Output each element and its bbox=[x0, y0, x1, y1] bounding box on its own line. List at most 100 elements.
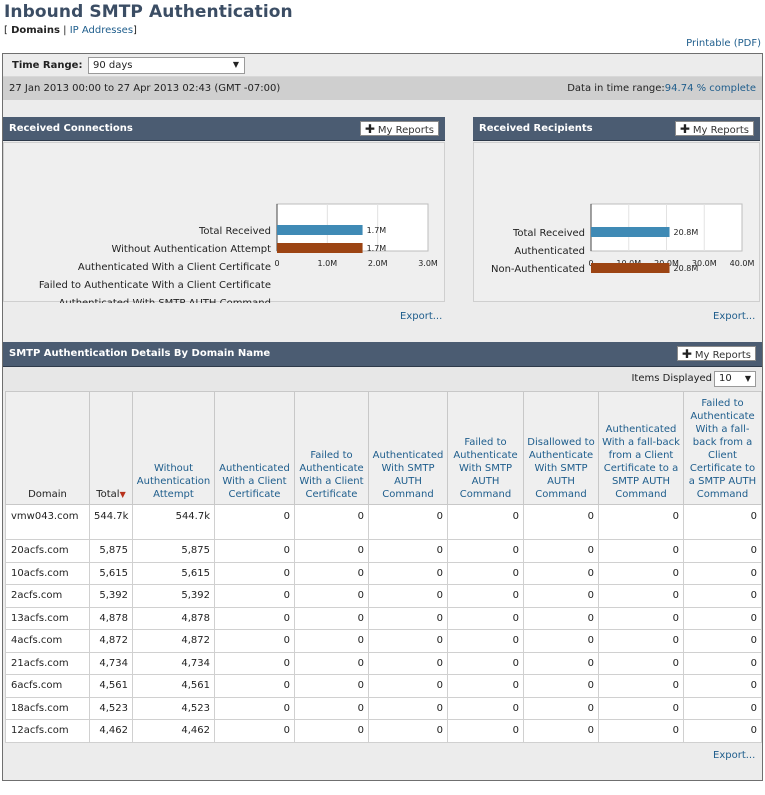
value-cell: 0 bbox=[683, 504, 762, 540]
column-header[interactable]: Authenticated With a fall-back from a Cl… bbox=[598, 391, 684, 505]
column-header[interactable]: Failed to Authenticate With SMTP AUTH Co… bbox=[447, 391, 524, 505]
my-reports-button[interactable]: ✚ My Reports bbox=[676, 346, 756, 361]
value-cell: 0 bbox=[523, 561, 599, 585]
value-cell: 0 bbox=[598, 561, 684, 585]
column-header[interactable]: Total▼ bbox=[89, 391, 133, 505]
value-cell: 0 bbox=[523, 504, 599, 540]
value-cell: 0 bbox=[294, 504, 369, 540]
column-header[interactable]: Failed to Authenticate With a fall-back … bbox=[683, 391, 762, 505]
sort-desc-icon: ▼ bbox=[119, 490, 126, 499]
value-cell: 4,734 bbox=[89, 651, 133, 675]
value-cell: 0 bbox=[523, 629, 599, 653]
bar bbox=[591, 227, 670, 237]
category-label: Without Authentication Attempt bbox=[111, 244, 271, 255]
value-cell: 0 bbox=[523, 606, 599, 630]
table-row: 18acfs.com 4,523 4,523 0 0 0 0 0 0 0 bbox=[5, 696, 762, 720]
received-recipients-header: Received Recipients ✚ My Reports bbox=[473, 117, 760, 141]
my-reports-button[interactable]: ✚ My Reports bbox=[674, 121, 754, 136]
details-table-body: vmw043.com 544.7k 544.7k 0 0 0 0 0 0 0 20acfs.com 5… bbox=[5, 504, 762, 743]
category-label: Total Received bbox=[198, 226, 271, 237]
date-range-row: 27 Jan 2013 00:00 to 27 Apr 2013 02:43 (… bbox=[3, 77, 762, 100]
table-row: 21acfs.com 4,734 4,734 0 0 0 0 0 0 0 bbox=[5, 651, 762, 675]
category-label: Authenticated With SMTP AUTH Command bbox=[59, 298, 271, 303]
category-label: Authenticated bbox=[514, 246, 585, 257]
value-cell: 0 bbox=[294, 606, 369, 630]
value-cell: 0 bbox=[214, 606, 295, 630]
column-header[interactable]: Failed to Authenticate With a Client Cer… bbox=[294, 391, 369, 505]
domain-cell: 18acfs.com bbox=[5, 696, 90, 720]
bar bbox=[277, 225, 363, 235]
value-cell: 0 bbox=[598, 584, 684, 608]
value-cell: 0 bbox=[598, 539, 684, 563]
received-connections-title: Received Connections bbox=[9, 123, 133, 134]
subnav-ip-addresses-link[interactable]: IP Addresses bbox=[69, 25, 134, 36]
bar bbox=[277, 243, 363, 253]
my-reports-button[interactable]: ✚ My Reports bbox=[359, 121, 439, 136]
value-cell: 0 bbox=[214, 561, 295, 585]
value-cell: 0 bbox=[683, 606, 762, 630]
column-header-label: Total bbox=[96, 489, 120, 500]
value-cell: 0 bbox=[683, 674, 762, 698]
subnav-domains: Domains bbox=[11, 25, 60, 36]
table-row: 12acfs.com 4,462 4,462 0 0 0 0 0 0 0 bbox=[5, 719, 762, 743]
x-tick-label: 30.0M bbox=[692, 259, 717, 268]
value-cell: 544.7k bbox=[132, 504, 215, 540]
items-displayed-select[interactable]: 10 ▼ bbox=[714, 371, 756, 387]
domain-cell: 12acfs.com bbox=[5, 719, 90, 743]
value-cell: 5,615 bbox=[89, 561, 133, 585]
column-header[interactable]: Without Authentication Attempt bbox=[132, 391, 215, 505]
value-cell: 4,462 bbox=[132, 719, 215, 743]
value-cell: 0 bbox=[368, 504, 448, 540]
connections-export-link[interactable]: Export... bbox=[400, 311, 443, 322]
value-cell: 0 bbox=[447, 539, 524, 563]
value-cell: 5,875 bbox=[89, 539, 133, 563]
items-displayed-value: 10 bbox=[719, 373, 732, 384]
data-complete-link[interactable]: 94.74 % complete bbox=[664, 83, 756, 94]
date-range-text: 27 Jan 2013 00:00 to 27 Apr 2013 02:43 (… bbox=[9, 83, 281, 94]
time-range-select[interactable]: 90 days ▼ bbox=[88, 57, 245, 74]
printable-pdf-link[interactable]: Printable (PDF) bbox=[686, 38, 761, 49]
column-header[interactable]: Authenticated With SMTP AUTH Command bbox=[368, 391, 448, 505]
value-cell: 0 bbox=[294, 584, 369, 608]
plus-icon: ✚ bbox=[681, 347, 692, 361]
time-range-label: Time Range: bbox=[12, 60, 83, 71]
value-cell: 0 bbox=[447, 629, 524, 653]
column-header[interactable]: Disallowed to Authenticate With SMTP AUT… bbox=[523, 391, 599, 505]
bar-value-label: 20.8M bbox=[674, 228, 699, 237]
value-cell: 4,561 bbox=[132, 674, 215, 698]
value-cell: 0 bbox=[447, 504, 524, 540]
column-header[interactable]: Domain bbox=[5, 391, 90, 505]
chevron-down-icon: ▼ bbox=[232, 60, 239, 69]
domain-cell: 4acfs.com bbox=[5, 629, 90, 653]
column-header[interactable]: Authenticated With a Client Certificate bbox=[214, 391, 295, 505]
value-cell: 0 bbox=[294, 651, 369, 675]
details-export-link[interactable]: Export... bbox=[713, 750, 756, 761]
value-cell: 5,392 bbox=[132, 584, 215, 608]
my-reports-label: My Reports bbox=[377, 125, 434, 136]
value-cell: 0 bbox=[214, 629, 295, 653]
domain-cell: 20acfs.com bbox=[5, 539, 90, 563]
value-cell: 0 bbox=[683, 629, 762, 653]
value-cell: 0 bbox=[523, 584, 599, 608]
category-label: Total Received bbox=[512, 228, 585, 239]
value-cell: 0 bbox=[447, 696, 524, 720]
details-table: Domain Total▼ Without Authentication Att… bbox=[5, 391, 762, 743]
value-cell: 0 bbox=[294, 539, 369, 563]
value-cell: 0 bbox=[598, 696, 684, 720]
bar-value-label: 1.7M bbox=[367, 226, 387, 235]
value-cell: 0 bbox=[523, 719, 599, 743]
domain-cell: 2acfs.com bbox=[5, 584, 90, 608]
value-cell: 0 bbox=[368, 606, 448, 630]
value-cell: 0 bbox=[294, 674, 369, 698]
domain-cell: vmw043.com bbox=[5, 504, 90, 540]
recipients-export-link[interactable]: Export... bbox=[713, 311, 756, 322]
value-cell: 0 bbox=[523, 539, 599, 563]
value-cell: 0 bbox=[598, 629, 684, 653]
value-cell: 0 bbox=[294, 719, 369, 743]
subnav: [ Domains | IP Addresses] bbox=[4, 25, 137, 36]
received-connections-header: Received Connections ✚ My Reports bbox=[3, 117, 445, 141]
value-cell: 0 bbox=[598, 719, 684, 743]
value-cell: 0 bbox=[214, 651, 295, 675]
value-cell: 0 bbox=[214, 504, 295, 540]
